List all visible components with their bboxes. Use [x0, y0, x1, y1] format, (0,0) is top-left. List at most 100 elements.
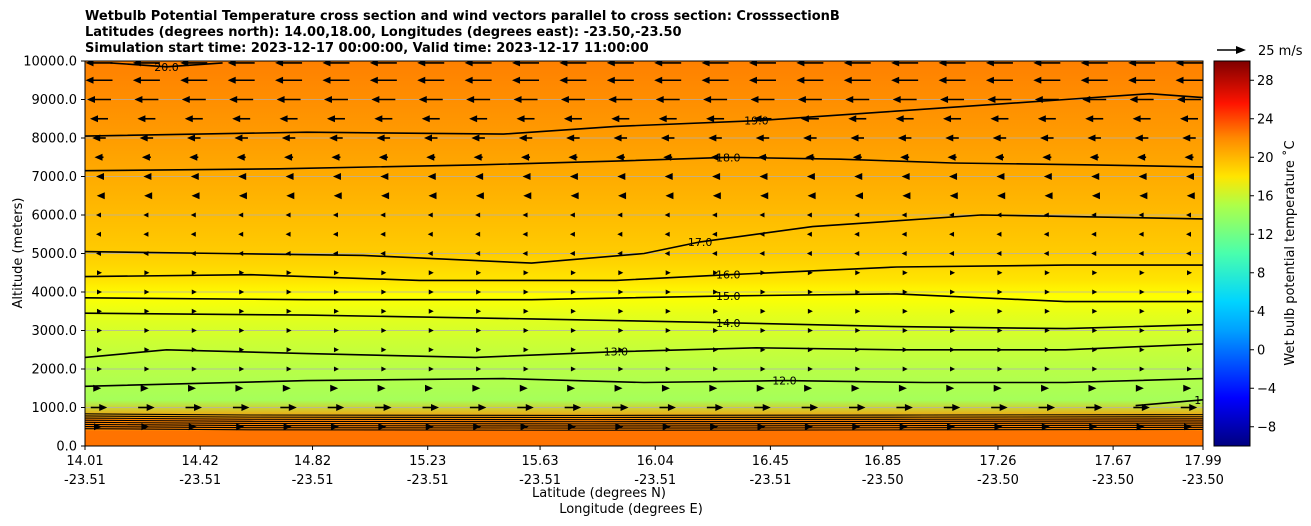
wind-vector	[570, 347, 576, 353]
wind-vector	[618, 347, 624, 353]
wind-vector-head	[994, 423, 1003, 431]
wind-vector	[428, 289, 434, 295]
wind-vector-head	[807, 289, 813, 295]
wind-vector-head	[519, 384, 528, 392]
contour-label: 17.0	[688, 236, 713, 249]
wind-vector	[800, 115, 819, 123]
wind-vector	[760, 289, 766, 295]
wind-vector	[285, 212, 291, 218]
wind-vector	[418, 96, 443, 103]
wind-vector	[945, 134, 959, 142]
wind-vector-head	[658, 115, 667, 123]
wind-vector	[710, 423, 719, 431]
wind-vector-head	[423, 134, 432, 142]
wind-vector	[282, 384, 291, 392]
wind-vector-head	[985, 61, 994, 67]
wind-vector-head	[525, 404, 534, 411]
y-tick-label: 4000.0	[32, 286, 78, 301]
wind-vector-head	[191, 192, 200, 200]
wind-vector	[377, 384, 386, 392]
wind-vector	[1092, 308, 1098, 314]
wind-vector-head	[1184, 153, 1193, 161]
wind-vector-head	[569, 212, 575, 218]
wind-vector	[191, 270, 197, 276]
wind-vector	[708, 134, 722, 142]
wind-vector-head	[993, 384, 1002, 392]
wind-vector	[239, 328, 245, 333]
wind-vector	[227, 76, 255, 84]
wind-vector	[807, 328, 813, 333]
wind-vector	[134, 96, 159, 103]
wind-vector	[143, 251, 149, 256]
wind-vector	[238, 251, 244, 256]
wind-vector	[994, 153, 1004, 161]
wind-vector	[143, 173, 152, 180]
wind-vector-head	[427, 173, 436, 180]
wind-vector-head	[805, 153, 814, 161]
wind-vector-head	[1134, 134, 1143, 142]
x-tick-label-latitude: 17.99	[1184, 454, 1221, 469]
wind-vector	[425, 423, 434, 431]
wind-vector-head	[617, 173, 626, 180]
wind-vector-head	[378, 423, 387, 431]
wind-vector-head	[471, 134, 480, 142]
wind-vector	[380, 173, 389, 180]
wind-vector-head	[97, 270, 102, 276]
wind-vector	[559, 76, 587, 84]
wind-vector	[1091, 212, 1097, 218]
wind-vector	[567, 384, 576, 392]
wind-vector	[239, 308, 245, 314]
wind-vector-head	[187, 134, 196, 142]
wind-vector	[191, 192, 200, 200]
wind-vector-head	[1092, 366, 1098, 372]
wind-vector	[895, 115, 914, 123]
wind-vector	[512, 76, 540, 84]
wind-vector	[608, 96, 633, 103]
wind-vector	[90, 404, 108, 411]
wind-vector-head	[611, 115, 620, 123]
wind-vector	[476, 328, 482, 333]
wind-vector-head	[1182, 134, 1191, 142]
wind-vector	[804, 423, 813, 431]
wind-vector-head	[949, 173, 958, 180]
x-tick-label-latitude: 14.82	[294, 454, 331, 469]
wind-vector-head	[713, 366, 719, 372]
wind-vector	[285, 231, 291, 237]
wind-vector	[375, 404, 392, 411]
wind-vector	[759, 173, 768, 180]
wind-vector-head	[701, 61, 710, 67]
contour-line-17.0	[85, 214, 1203, 264]
wind-vector-head	[902, 289, 908, 295]
wind-vector-head	[1189, 404, 1198, 411]
wind-vector-head	[748, 61, 757, 67]
x-axis-label-longitude: Longitude (degrees E)	[559, 502, 703, 517]
wind-vector-head	[523, 192, 532, 200]
wind-vector	[421, 115, 440, 123]
wind-vector-head	[950, 270, 956, 276]
wind-vector	[523, 308, 529, 314]
x-tick-label-longitude: -23.51	[407, 473, 449, 488]
wind-vector-head	[1139, 308, 1145, 314]
wind-vector-head	[191, 289, 197, 295]
wind-vector-head	[426, 153, 435, 161]
wind-vector-head	[473, 153, 482, 161]
x-axis: 14.01 -23.51 14.42 -23.51 14.82 -23.51 15.23 -2…	[64, 446, 1224, 488]
wind-vector-head	[713, 270, 719, 276]
wind-vector	[801, 404, 819, 411]
wind-vector-head	[188, 423, 197, 431]
wind-vector-head	[1128, 61, 1137, 67]
wind-vector-head	[1034, 96, 1043, 103]
colorbar-tick-label: 16	[1257, 189, 1274, 204]
wind-vector	[238, 231, 244, 237]
colorbar-tick-label: −4	[1257, 382, 1276, 397]
wind-vector	[902, 270, 908, 276]
wind-vector-head	[994, 153, 1003, 161]
wind-vector-head	[144, 270, 150, 276]
wind-vector	[902, 347, 908, 353]
wind-vector	[560, 96, 585, 103]
x-tick-label-latitude: 14.01	[66, 454, 103, 469]
wind-vector	[654, 76, 682, 84]
wind-vector-head	[380, 231, 386, 237]
wind-vector	[285, 173, 294, 180]
inversion-contour-line	[85, 417, 1203, 421]
